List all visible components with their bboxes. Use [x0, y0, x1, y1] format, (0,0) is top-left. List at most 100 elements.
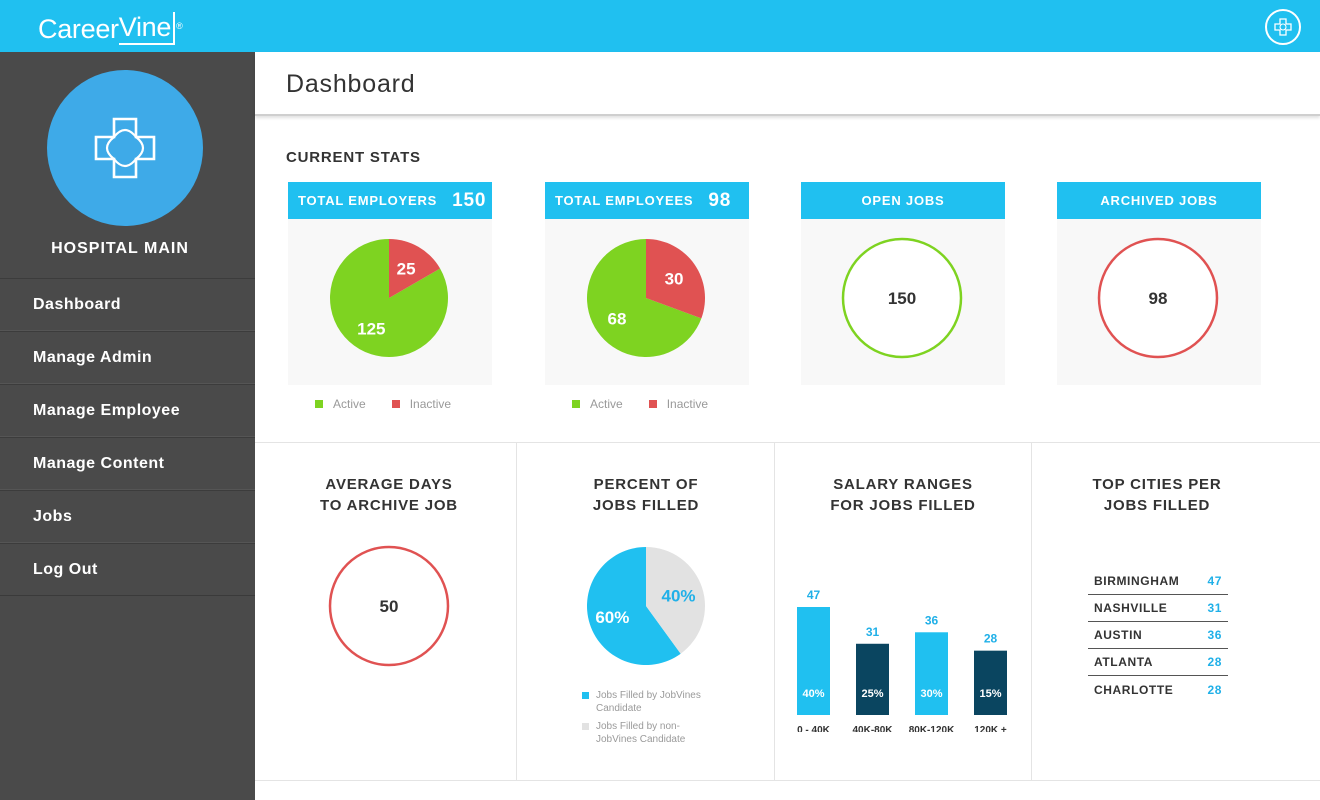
legend-swatch-active [572, 399, 580, 408]
pie-label-non-jobvines: 40% [662, 586, 696, 605]
city-name: AUSTIN [1094, 628, 1143, 642]
open-jobs-circle [841, 237, 963, 359]
legend-inactive: Inactive [391, 397, 451, 411]
salary-category-label: 120K + [974, 725, 1007, 732]
legend-jobvines-line2: Candidate [596, 703, 642, 714]
panel-divider [1031, 443, 1032, 780]
salary-title: SALARY RANGES FOR JOBS FILLED [774, 474, 1032, 516]
org-name: HOSPITAL MAIN [51, 240, 189, 257]
section-title-current-stats: CURRENT STATS [286, 149, 421, 166]
salary-bar-value: 31 [866, 625, 880, 639]
salary-title-line2: FOR JOBS FILLED [830, 497, 976, 514]
percent-filled-title-line2: JOBS FILLED [592, 497, 700, 514]
section-divider [255, 442, 1320, 443]
salary-bar [974, 650, 1007, 715]
employees-legend: Active Inactive [572, 397, 708, 411]
pie-slice-inactive [389, 239, 441, 298]
cities-title-line2: JOBS FILLED [1103, 497, 1211, 514]
panel-divider [516, 443, 517, 780]
list-item: CHARLOTTE 28 [1088, 676, 1228, 703]
legend-swatch-inactive [391, 399, 400, 408]
legend-label-active: Active [333, 397, 366, 411]
salary-bar-value: 36 [925, 613, 939, 627]
total-employees-header: TOTAL EMPLOYEES 98 [545, 182, 749, 219]
top-bar: Career Vine ® [0, 0, 1320, 52]
list-item: ATLANTA 28 [1088, 649, 1228, 676]
legend-swatch-non-jobvines [582, 723, 589, 730]
legend-label-active: Active [590, 397, 623, 411]
archived-jobs-ring: 98 [1097, 237, 1219, 359]
legend-inactive: Inactive [648, 397, 708, 411]
total-employers-card: TOTAL EMPLOYERS 150 125 25 [288, 182, 492, 385]
hospital-cross-icon [94, 117, 156, 179]
open-jobs-header: OPEN JOBS [801, 182, 1005, 219]
pie-slice-non-jobvines [646, 547, 705, 654]
pie-slice-inactive [646, 239, 705, 319]
salary-bar-percent: 40% [802, 688, 824, 700]
legend-swatch-inactive [648, 399, 657, 408]
panel-divider [774, 443, 775, 780]
avg-days-ring: 50 [328, 545, 450, 667]
avg-days-value: 50 [380, 597, 399, 616]
legend-active: Active [572, 397, 623, 411]
cities-title-line1: TOP CITIES PER [1092, 476, 1222, 493]
percent-filled-legend: Jobs Filled by JobVines Candidate Jobs Fi… [582, 689, 701, 751]
list-item: NASHVILLE 31 [1088, 595, 1228, 622]
total-employers-count: 150 [452, 189, 487, 211]
sidebar-item-jobs[interactable]: Jobs [0, 490, 255, 543]
employers-pie-chart: 125 25 [330, 239, 448, 357]
avg-days-title: AVERAGE DAYS TO ARCHIVE JOB [260, 474, 518, 516]
org-avatar[interactable] [47, 70, 203, 226]
legend-label-jobvines: Jobs Filled by JobVines Candidate [596, 689, 701, 715]
city-value: 28 [1207, 682, 1222, 697]
pie-label-inactive: 30 [665, 269, 684, 288]
open-jobs-ring: 150 [841, 237, 963, 359]
profile-icon[interactable] [1265, 9, 1301, 45]
logo-text-prefix: Career [38, 14, 119, 44]
legend-active: Active [315, 397, 366, 411]
percent-filled-title-line1: PERCENT OF [593, 476, 699, 493]
salary-bar-value: 47 [807, 588, 821, 602]
list-item: BIRMINGHAM 47 [1088, 568, 1228, 595]
legend-swatch-active [315, 399, 323, 408]
city-value: 36 [1207, 628, 1222, 642]
salary-bar-chart: 47 40% 0 - 40K 31 25% 40K-80K 36 30% 80K-120K 28 1… [797, 588, 1007, 732]
pie-label-inactive: 25 [397, 259, 416, 278]
salary-category-label: 40K-80K [852, 725, 893, 732]
city-value: 28 [1207, 655, 1222, 669]
sidebar-item-dashboard[interactable]: Dashboard [0, 278, 255, 331]
list-item: AUSTIN 36 [1088, 622, 1228, 649]
employees-pie-chart: 68 30 [587, 239, 705, 357]
archived-jobs-circle [1097, 237, 1219, 359]
careervine-logo[interactable]: Career Vine ® [38, 12, 183, 45]
sidebar-item-manage-content[interactable]: Manage Content [0, 437, 255, 490]
total-employers-label: TOTAL EMPLOYERS [298, 193, 438, 208]
legend-jobvines: Jobs Filled by JobVines Candidate [582, 689, 701, 715]
page-title: Dashboard [286, 70, 416, 98]
salary-bar-percent: 15% [979, 688, 1001, 700]
salary-category-label: 80K-120K [909, 725, 955, 732]
main-content: Dashboard CURRENT STATS TOTAL EMPLOYERS … [255, 52, 1320, 800]
archived-jobs-value: 98 [1149, 289, 1168, 308]
archived-jobs-card: ARCHIVED JOBS 98 [1057, 182, 1261, 385]
avg-days-title-line2: TO ARCHIVE JOB [320, 497, 458, 514]
legend-non-line2: JobVines Candidate [596, 734, 686, 745]
salary-bar [797, 607, 830, 715]
top-cities-list: BIRMINGHAM 47 NASHVILLE 31 AUSTIN 36 ATLANT… [1088, 568, 1228, 703]
salary-bar-percent: 25% [861, 688, 883, 700]
avg-days-title-line1: AVERAGE DAYS [325, 476, 453, 493]
salary-bar-percent: 30% [920, 688, 942, 700]
cities-title: TOP CITIES PER JOBS FILLED [1028, 474, 1286, 516]
sidebar-item-manage-admin[interactable]: Manage Admin [0, 331, 255, 384]
total-employees-label: TOTAL EMPLOYEES [555, 193, 694, 208]
sidebar-item-manage-employee[interactable]: Manage Employee [0, 384, 255, 437]
sidebar-item-log-out[interactable]: Log Out [0, 543, 255, 596]
legend-swatch-jobvines [582, 692, 589, 699]
archived-jobs-header: ARCHIVED JOBS [1057, 182, 1261, 219]
legend-label-non-jobvines: Jobs Filled by non- JobVines Candidate [596, 720, 685, 746]
pie-label-active: 68 [608, 309, 627, 328]
registered-mark: ® [176, 21, 183, 31]
pie-slice-active [587, 239, 702, 357]
legend-non-jobvines: Jobs Filled by non- JobVines Candidate [582, 720, 701, 746]
bottom-divider [255, 780, 1320, 781]
